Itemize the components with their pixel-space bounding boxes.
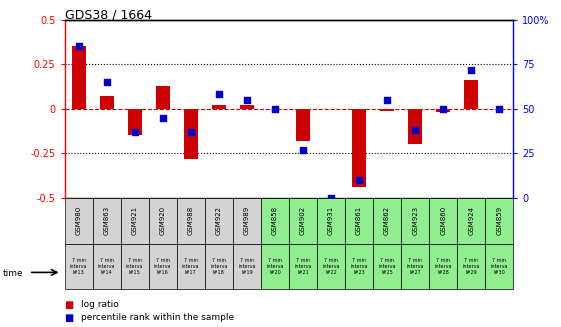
Bar — [177, 198, 205, 244]
Bar — [289, 244, 317, 289]
Text: 7 min
interva
l#30: 7 min interva l#30 — [490, 258, 508, 275]
Bar — [345, 198, 373, 244]
Text: GSM931: GSM931 — [328, 206, 334, 235]
Point — [439, 106, 448, 111]
Text: 7 min
interva
l#21: 7 min interva l#21 — [294, 258, 312, 275]
Bar — [373, 198, 401, 244]
Text: GSM922: GSM922 — [216, 206, 222, 235]
Point — [130, 129, 139, 134]
Point — [383, 97, 392, 102]
Bar — [457, 244, 485, 289]
Point — [327, 195, 335, 200]
Bar — [93, 198, 121, 244]
Text: 7 min
interva
l#17: 7 min interva l#17 — [182, 258, 200, 275]
Bar — [457, 198, 485, 244]
Point — [495, 106, 504, 111]
Point — [298, 147, 307, 152]
Text: 7 min
interva
l#16: 7 min interva l#16 — [154, 258, 172, 275]
Text: 7 min
interva
l#27: 7 min interva l#27 — [406, 258, 424, 275]
Text: GSM920: GSM920 — [160, 206, 165, 235]
Point — [102, 79, 111, 85]
Bar — [205, 244, 233, 289]
Text: GSM860: GSM860 — [440, 206, 446, 235]
Bar — [177, 244, 205, 289]
Bar — [233, 198, 261, 244]
Bar — [72, 46, 85, 109]
Bar — [345, 244, 373, 289]
Point — [270, 106, 279, 111]
Bar — [184, 109, 198, 159]
Text: 7 min
interva
l#29: 7 min interva l#29 — [462, 258, 480, 275]
Text: time: time — [3, 268, 24, 278]
Text: ■: ■ — [65, 300, 73, 310]
Bar — [128, 109, 141, 135]
Bar — [296, 109, 310, 141]
Bar — [373, 244, 401, 289]
Bar — [317, 244, 345, 289]
Text: 7 min
interva
l#13: 7 min interva l#13 — [70, 258, 88, 275]
Text: ■: ■ — [65, 313, 73, 323]
Text: GSM924: GSM924 — [468, 206, 474, 235]
Bar — [121, 244, 149, 289]
Bar — [436, 109, 450, 112]
Text: GDS38 / 1664: GDS38 / 1664 — [65, 8, 151, 21]
Text: log ratio: log ratio — [81, 300, 119, 309]
Bar — [93, 244, 121, 289]
Text: GSM988: GSM988 — [188, 206, 194, 235]
Bar — [212, 105, 226, 109]
Bar — [156, 86, 169, 109]
Bar — [149, 244, 177, 289]
Text: GSM989: GSM989 — [244, 206, 250, 235]
Bar — [317, 198, 345, 244]
Bar — [429, 198, 457, 244]
Text: GSM980: GSM980 — [76, 206, 81, 235]
Text: GSM902: GSM902 — [300, 206, 306, 235]
Bar — [429, 244, 457, 289]
Bar — [233, 244, 261, 289]
Text: GSM863: GSM863 — [104, 206, 109, 235]
Text: 7 min
interva
l#15: 7 min interva l#15 — [126, 258, 144, 275]
Text: 7 min
interva
l#23: 7 min interva l#23 — [350, 258, 368, 275]
Text: 7 min
interva
l#18: 7 min interva l#18 — [210, 258, 228, 275]
Text: 7 min
interva
l#25: 7 min interva l#25 — [378, 258, 396, 275]
Bar — [65, 198, 93, 244]
Bar — [485, 198, 513, 244]
Bar — [352, 109, 366, 187]
Text: GSM858: GSM858 — [272, 206, 278, 235]
Bar — [121, 198, 149, 244]
Bar — [380, 109, 394, 111]
Bar — [401, 198, 429, 244]
Bar — [205, 198, 233, 244]
Point — [74, 44, 83, 49]
Bar — [408, 109, 422, 145]
Bar — [289, 198, 317, 244]
Text: 7 min
interva
l#14: 7 min interva l#14 — [98, 258, 116, 275]
Text: GSM861: GSM861 — [356, 206, 362, 235]
Bar — [261, 244, 289, 289]
Text: 7 min
interva
l#19: 7 min interva l#19 — [238, 258, 256, 275]
Point — [186, 129, 195, 134]
Text: GSM859: GSM859 — [496, 206, 502, 235]
Point — [411, 128, 420, 133]
Text: GSM923: GSM923 — [412, 206, 418, 235]
Text: 7 min
interva
l#28: 7 min interva l#28 — [434, 258, 452, 275]
Point — [158, 115, 167, 120]
Bar — [240, 105, 254, 109]
Bar — [65, 244, 93, 289]
Point — [467, 67, 476, 72]
Text: 7 min
interva
l#20: 7 min interva l#20 — [266, 258, 284, 275]
Bar — [485, 244, 513, 289]
Bar — [401, 244, 429, 289]
Text: percentile rank within the sample: percentile rank within the sample — [81, 313, 234, 322]
Text: 7 min
interva
l#22: 7 min interva l#22 — [322, 258, 340, 275]
Bar — [465, 80, 478, 109]
Bar — [261, 198, 289, 244]
Text: GSM921: GSM921 — [132, 206, 137, 235]
Point — [355, 177, 364, 182]
Point — [214, 92, 223, 97]
Bar — [149, 198, 177, 244]
Text: GSM862: GSM862 — [384, 206, 390, 235]
Point — [242, 97, 251, 102]
Bar — [100, 96, 113, 109]
